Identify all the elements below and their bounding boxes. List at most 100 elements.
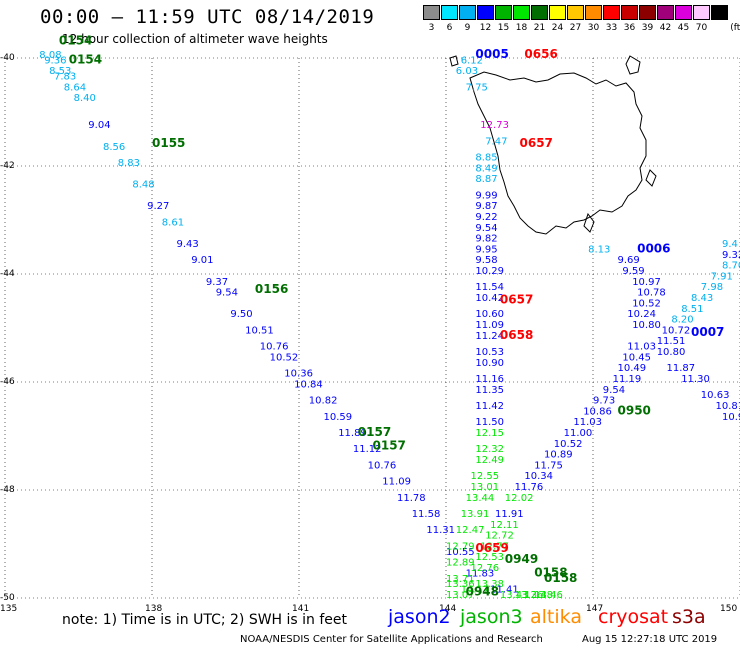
swh-value: 10.72	[662, 325, 691, 336]
swh-value: 11.87	[667, 363, 696, 374]
swh-value: 11.24	[475, 331, 504, 342]
longitude-tick-label: 150	[720, 604, 738, 614]
legend-label: 12	[479, 23, 492, 33]
tasmania-coastline	[449, 55, 657, 235]
swh-value: 12.73	[480, 120, 509, 131]
swh-value: 11.91	[495, 509, 524, 520]
swh-value: 13.07	[446, 590, 475, 601]
swh-value: 10.36	[284, 369, 313, 380]
swh-value: 11.42	[475, 401, 504, 412]
longitude-tick-label: 147	[586, 604, 604, 614]
swh-value: 10.98	[722, 412, 740, 423]
swh-value: 10.49	[618, 363, 647, 374]
swh-value: 11.78	[397, 493, 426, 504]
legend-label: 30	[587, 23, 600, 33]
swh-value: 10.55	[446, 547, 475, 558]
pass-time-label: 0659	[475, 541, 508, 555]
swh-value: 11.54	[475, 282, 504, 293]
swh-value: 9.4	[722, 239, 738, 250]
legend-label: 39	[641, 23, 654, 33]
generated-timestamp: Aug 15 12:27:18 UTC 2019	[582, 634, 718, 645]
swh-value: 9.04	[88, 120, 110, 131]
swh-value: 6.03	[456, 66, 478, 77]
legend-label: 36	[623, 23, 636, 33]
swh-value: 8.08	[39, 50, 61, 61]
legend-swatch	[477, 5, 494, 20]
swh-value: 13.91	[461, 509, 490, 520]
legend-swatch	[423, 5, 440, 20]
swh-value: 13.71	[446, 574, 475, 585]
swh-value: 11.30	[681, 374, 710, 385]
legend-label: 24	[551, 23, 564, 33]
pass-time-label: 0007	[691, 325, 724, 339]
swh-value: 10.60	[475, 309, 504, 320]
swh-value: 11.31	[426, 525, 455, 536]
swh-value: 11.83	[466, 568, 495, 579]
legend-swatch	[513, 5, 530, 20]
swh-value: 8.20	[671, 315, 693, 326]
pass-time-label: 0950	[618, 403, 651, 417]
satellite-altika: altika	[530, 606, 582, 628]
swh-value: 11.12	[353, 444, 382, 455]
swh-value: 8.56	[103, 142, 125, 153]
legend-swatch	[621, 5, 638, 20]
swh-value: 9.43	[177, 239, 199, 250]
swh-value: 10.76	[368, 460, 397, 471]
swh-value: 13.36	[446, 579, 475, 590]
swh-value: 8.49	[475, 163, 497, 174]
legend-swatch	[675, 5, 692, 20]
legend-unit: (ft)	[730, 23, 740, 33]
swh-value: 12.89	[446, 558, 475, 569]
legend-swatch	[711, 5, 728, 20]
legend-swatch	[639, 5, 656, 20]
swh-value: 8.40	[74, 93, 96, 104]
bruny-island-outline	[583, 212, 595, 233]
swh-value: 9.32	[722, 250, 740, 261]
pass-time-label: 0949	[505, 552, 538, 566]
swh-value: 11.03	[627, 342, 656, 353]
swh-value: 8.43	[691, 293, 713, 304]
pass-time-label: 0157	[358, 425, 391, 439]
swh-value: 7.98	[701, 282, 723, 293]
swh-value: 11.09	[382, 477, 411, 488]
swh-value: 11.51	[657, 336, 686, 347]
satellite-jason3: jason3	[460, 606, 523, 628]
swh-value: 9.99	[475, 190, 497, 201]
pass-time-label: 0006	[637, 241, 670, 255]
legend-swatch	[603, 5, 620, 20]
swh-value: 13.46	[534, 590, 563, 601]
latitude-tick-label: -50	[0, 593, 15, 603]
pass-time-label: 0948	[466, 584, 499, 598]
swh-value: 8.53	[49, 66, 71, 77]
legend-swatch	[495, 5, 512, 20]
swh-value: 10.45	[622, 352, 651, 363]
swh-value: 11.41	[490, 585, 519, 596]
legend-swatch	[693, 5, 710, 20]
latitude-tick-label: -46	[0, 377, 15, 387]
legend-swatch	[585, 5, 602, 20]
swh-value: 13.26	[515, 590, 544, 601]
pass-time-label: 0656	[524, 47, 557, 61]
swh-value: 12.55	[471, 471, 500, 482]
swh-value: 12.72	[485, 531, 514, 542]
legend-label: 9	[464, 23, 471, 33]
pass-time-label: 0158	[544, 571, 577, 585]
pass-time-label: 0657	[500, 293, 533, 307]
legend-label: 6	[446, 23, 453, 33]
pass-time-label: 0155	[152, 136, 185, 150]
legend-swatch	[531, 5, 548, 20]
swh-value: 8.64	[64, 82, 86, 93]
pass-time-label: 0157	[373, 439, 406, 453]
swh-value: 9.50	[230, 309, 252, 320]
credit-line: NOAA/NESDIS Center for Satellite Applica…	[240, 634, 543, 645]
pass-time-label: 0658	[500, 328, 533, 342]
swh-value: 8.48	[132, 180, 154, 191]
satellite-jason2: jason2	[388, 606, 451, 628]
swh-value: 11.75	[534, 460, 563, 471]
swh-value: 8.83	[118, 158, 140, 169]
pass-time-label: 0657	[520, 136, 553, 150]
swh-value: 13.43	[500, 590, 529, 601]
king-island-outline	[449, 55, 459, 67]
swh-value: 12.15	[475, 428, 504, 439]
